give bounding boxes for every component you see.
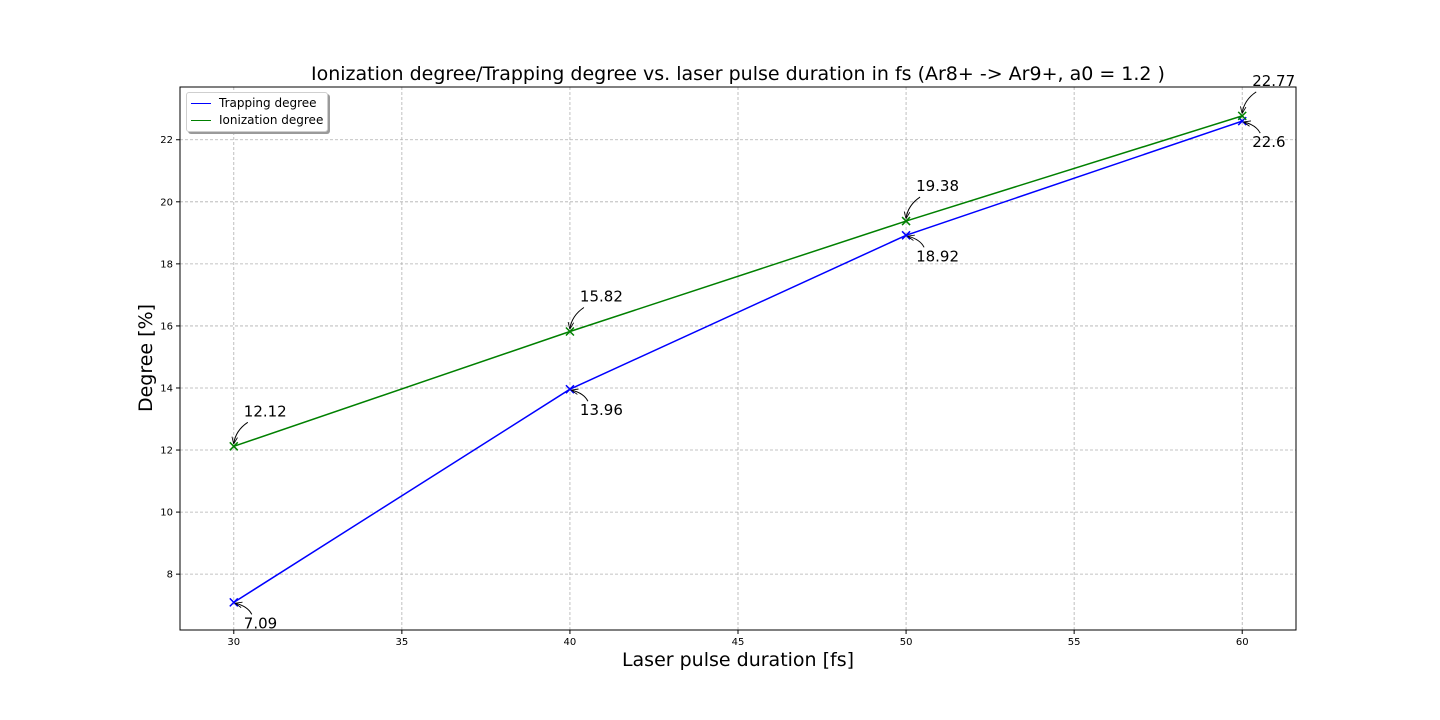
x-tick-label: 45 [732,637,745,648]
legend-swatch-trapping [191,102,211,104]
label-arrow [1244,122,1261,134]
grid [180,87,1296,630]
data-label: 15.82 [580,288,623,306]
legend-swatch-ionization [191,119,211,121]
point-marker-stroke [901,230,911,240]
x-tick-label: 60 [1236,637,1249,648]
data-label: 22.6 [1252,133,1285,151]
y-tick-label: 18 [160,259,173,270]
label-arrow [906,196,921,218]
data-label: 12.12 [244,402,287,420]
y-tick-label: 20 [160,197,173,208]
y-tick-label: 10 [160,508,173,519]
data-label: 22.77 [1252,72,1295,90]
label-arrow [234,421,249,443]
legend-item-ionization: Ionization degree [191,112,323,128]
series-line-trapping [233,120,1243,604]
label-arrow [908,236,925,248]
y-tick-label: 14 [160,383,173,394]
annotations: 7.09 13.96 18.92 22.6 12.12 15.82 19.38 22.77 [234,72,1295,632]
x-tick-label: 30 [227,637,240,648]
legend-item-trapping: Trapping degree [191,95,317,111]
legend-label-trapping: Trapping degree [219,96,317,110]
x-tick-label: 50 [900,637,913,648]
data-label: 7.09 [244,614,277,632]
legend: Trapping degree Ionization degree [186,92,328,132]
x-axis-label: Laser pulse duration [fs] [622,649,854,671]
legend-label-ionization: Ionization degree [219,113,324,127]
label-arrow [570,307,585,329]
ticks: 30 35 40 45 50 55 60 8 10 12 14 16 18 20 22 [160,135,1248,648]
label-arrow [572,390,589,402]
point-marker-stroke [229,597,239,607]
data-label: 18.92 [916,247,959,265]
y-tick-label: 12 [160,446,173,457]
y-tick-label: 22 [160,135,173,146]
y-tick-label: 16 [160,321,173,332]
y-axis-label: Degree [%] [135,304,157,412]
x-tick-label: 55 [1068,637,1081,648]
label-arrow [236,603,253,615]
series-line-ionization [233,115,1243,448]
chart-title: Ionization degree/Trapping degree vs. la… [311,63,1165,85]
label-arrow [1242,91,1257,113]
data-label: 13.96 [580,401,623,419]
y-tick-label: 8 [167,570,173,581]
data-label: 19.38 [916,177,959,195]
point-marker-stroke [565,384,575,394]
x-tick-label: 35 [395,637,408,648]
x-tick-label: 40 [564,637,577,648]
